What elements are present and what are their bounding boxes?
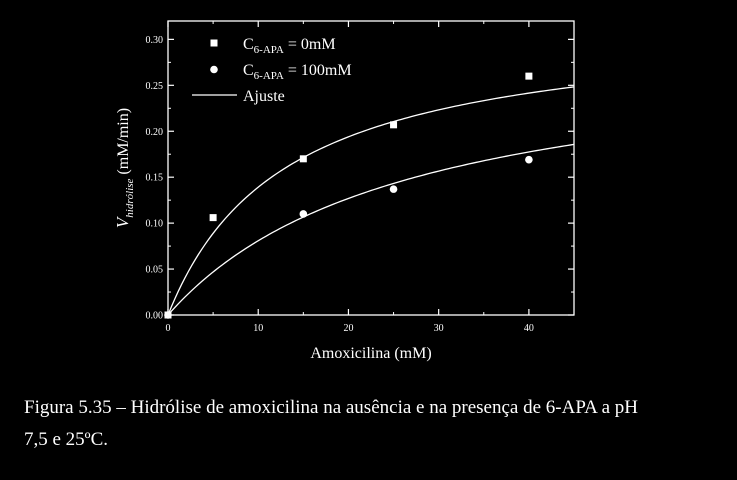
point-series-2 [525, 155, 533, 164]
y-tick-label: 0.25 [146, 81, 164, 92]
fit-curves [167, 86, 575, 316]
x-tick-label: 40 [524, 323, 534, 334]
fit-curve-1 [167, 86, 575, 316]
legend: C6-APA = 0mM C6-APA = 100mM Ajuste [192, 36, 352, 105]
y-axis-label: Vhidrólise (mM/min) [113, 108, 136, 228]
legend-entry-1-sub: 6-APA [254, 44, 284, 56]
kinetics-chart: 0 10 20 30 40 0.00 0.05 0.10 0.15 0.20 0.25 0.30 Am… [113, 20, 575, 362]
x-tick-label: 10 [253, 323, 263, 334]
point-series-1 [209, 214, 217, 222]
y-tick-label: 0.30 [146, 35, 164, 46]
data-points [164, 72, 533, 319]
point-series-2 [164, 311, 172, 319]
legend-entry-fit: Ajuste [243, 88, 285, 105]
legend-entry-1: C6-APA = 0mM [243, 36, 336, 56]
point-series-1 [525, 72, 533, 80]
fit-curve-2 [167, 143, 575, 316]
point-series-2 [389, 185, 398, 193]
legend-entry-1-suffix: = 0mM [284, 36, 336, 53]
x-tick-label: 20 [343, 323, 353, 334]
y-tick-label: 0.10 [146, 219, 164, 230]
legend-marker-square [210, 39, 218, 47]
legend-entry-2-base: C [243, 62, 254, 79]
y-axis-label-unit: (mM/min) [115, 108, 132, 179]
figure-caption: Figura 5.35 – Hidrólise de amoxicilina n… [24, 392, 714, 456]
point-series-1 [299, 155, 307, 163]
point-series-2 [299, 210, 308, 218]
plot-frame [167, 20, 575, 316]
axis-ticks: 0 10 20 30 40 0.00 0.05 0.10 0.15 0.20 0.25 0.30 [146, 21, 574, 334]
legend-entry-1-base: C [243, 36, 254, 53]
caption-line-1: Figura 5.35 – Hidrólise de amoxicilina n… [24, 397, 638, 418]
y-axis-label-symbol: V [113, 215, 132, 228]
legend-entry-2: C6-APA = 100mM [243, 62, 352, 82]
x-axis-label: Amoxicilina (mM) [310, 345, 431, 362]
y-tick-label: 0.20 [146, 127, 164, 138]
legend-entry-2-suffix: = 100mM [284, 62, 352, 79]
y-tick-label: 0.05 [146, 265, 164, 276]
legend-entry-2-sub: 6-APA [254, 70, 284, 82]
legend-marker-circle [210, 65, 218, 74]
x-tick-label: 0 [166, 323, 171, 334]
y-axis-label-subscript: hidrólise [124, 178, 136, 217]
point-series-1 [390, 121, 398, 129]
y-tick-label: 0.00 [146, 311, 164, 322]
y-tick-label: 0.15 [146, 173, 164, 184]
x-tick-label: 30 [434, 323, 444, 334]
caption-line-2: 7,5 e 25ºC. [24, 429, 108, 450]
